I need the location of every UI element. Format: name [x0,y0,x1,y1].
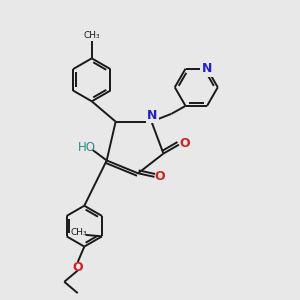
Text: O: O [72,261,83,274]
Text: CH₃: CH₃ [71,228,87,237]
Text: N: N [202,62,212,75]
Text: O: O [179,136,190,150]
Text: O: O [154,170,165,183]
Text: HO: HO [78,140,96,154]
Text: N: N [147,109,158,122]
Text: CH₃: CH₃ [83,31,100,40]
